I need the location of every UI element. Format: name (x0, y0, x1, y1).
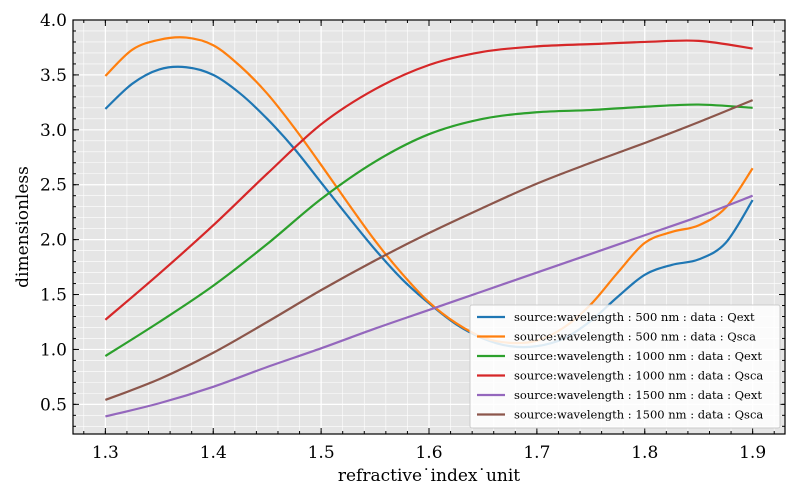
y-tick-label: 3.0 (40, 121, 67, 141)
axis-ticks (73, 19, 785, 434)
y-tick-label: 2.0 (40, 231, 67, 251)
legend: source:wavelength : 500 nm : data : Qext… (469, 304, 781, 429)
y-tick-label: 2.5 (40, 176, 67, 196)
x-tick-label: 1.4 (200, 443, 227, 463)
x-tick-label: 1.7 (523, 443, 550, 463)
legend-label-2: source:wavelength : 500 nm : data : Qsca (514, 330, 756, 344)
x-tick-label: 1.6 (415, 443, 442, 463)
x-tick-label: 1.9 (739, 443, 766, 463)
x-tick-label: 1.8 (631, 443, 658, 463)
series-line-5 (105, 194, 754, 418)
y-tick-label: 4.0 (40, 11, 67, 31)
legend-label-1: source:wavelength : 500 nm : data : Qext (514, 310, 755, 324)
x-tick-label: 1.3 (92, 443, 119, 463)
y-axis-label: dimensionless (13, 166, 33, 288)
series-line-4 (104, 39, 753, 321)
legend-box (469, 304, 781, 429)
series-line-2 (104, 36, 754, 345)
legend-label-6: source:wavelength : 1500 nm : data : Qsc… (514, 408, 763, 422)
y-tick-labels: 0.5 1.0 1.5 2.0 2.5 3.0 3.5 4.0 (40, 11, 67, 415)
y-tick-label: 0.5 (40, 395, 67, 415)
x-tick-labels: 1.3 1.4 1.5 1.6 1.7 1.8 1.9 (92, 443, 766, 463)
series-lines (104, 36, 754, 418)
y-tick-label: 1.5 (40, 286, 67, 306)
series-line-6 (104, 99, 754, 401)
legend-label-3: source:wavelength : 1000 nm : data : Qex… (514, 349, 762, 363)
y-tick-label: 1.0 (40, 340, 67, 360)
y-tick-label: 3.5 (40, 66, 67, 86)
x-tick-label: 1.5 (308, 443, 335, 463)
x-axis-label: refractive˙index˙unit (338, 466, 520, 486)
legend-label-4: source:wavelength : 1000 nm : data : Qsc… (514, 369, 763, 383)
series-line-3 (104, 103, 753, 357)
legend-label-5: source:wavelength : 1500 nm : data : Qex… (514, 388, 762, 402)
